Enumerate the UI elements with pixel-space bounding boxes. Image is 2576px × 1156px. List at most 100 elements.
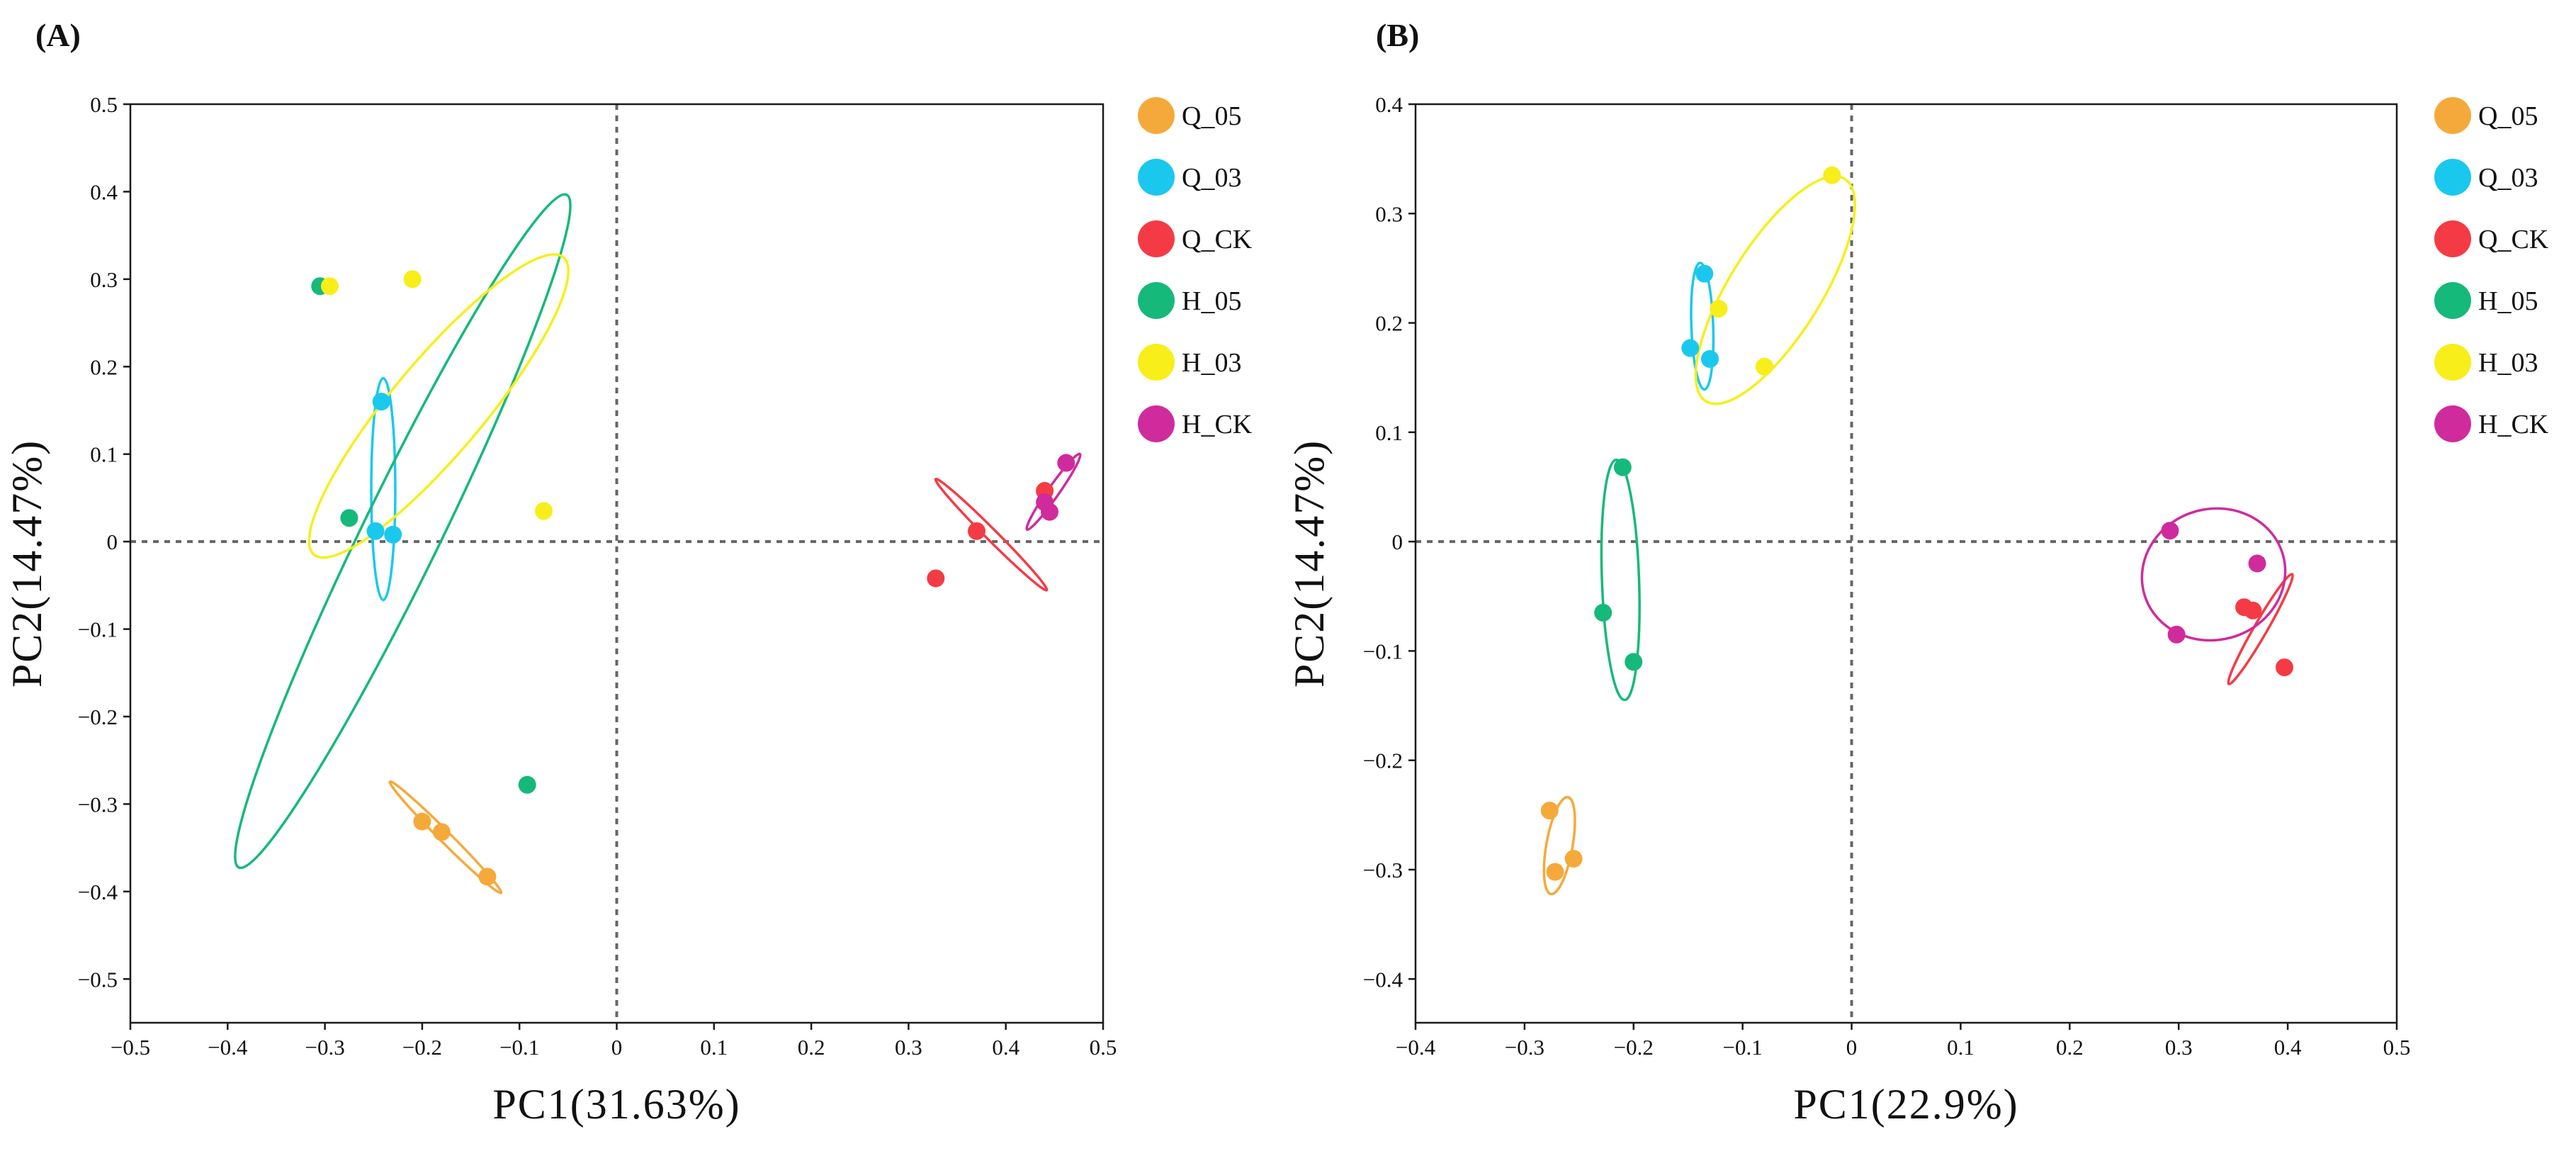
panel-a-legend-marker-h-03 <box>1138 344 1175 381</box>
panel-b-legend-label-q-05: Q_05 <box>2478 101 2538 131</box>
panel-a-ellipse-q-ck <box>934 477 1049 592</box>
panel-b-legend-label-q-ck: Q_CK <box>2478 225 2549 254</box>
panel-b-ellipse-h-03 <box>1694 175 1856 405</box>
panel-b-legend-marker-h-05 <box>2434 282 2471 319</box>
panel-b-x-axis-title: PC1(22.9%) <box>1793 1081 2018 1128</box>
panel-a-point-q-03 <box>366 522 385 540</box>
panel-a-point-q-05 <box>432 823 451 841</box>
panel-a-label: (A) <box>35 17 81 53</box>
panel-a-legend-label-q-ck: Q_CK <box>1182 225 1253 254</box>
panel-a-ellipse-h-03 <box>307 253 570 559</box>
panel-b-point-q-03 <box>1695 264 1714 283</box>
panel-a-legend-marker-q-05 <box>1138 97 1175 134</box>
panel-a-ellipse-q-03 <box>370 376 397 602</box>
panel-a-legend-marker-h-ck <box>1138 405 1175 442</box>
panel-b-x-tick-label: −0.1 <box>1723 1035 1763 1060</box>
panel-b-point-q-05 <box>1564 850 1583 868</box>
panel-a-point-q-05 <box>413 812 431 831</box>
panel-b-x-tick-label: −0.2 <box>1614 1035 1654 1060</box>
panel-a-x-axis-title: PC1(31.63%) <box>492 1081 740 1128</box>
panel-b-x-tick-label: −0.4 <box>1396 1035 1436 1060</box>
panel-b-x-tick-label: 0 <box>1846 1035 1858 1060</box>
panel-b-plot-frame <box>1414 103 2398 1024</box>
panel-b-y-tick-label: 0.3 <box>1375 201 1403 226</box>
panel-b-ellipse-q-03 <box>1690 262 1715 391</box>
panel-a-point-q-03 <box>372 393 390 411</box>
panel-b-y-tick-label: −0.3 <box>1363 858 1403 882</box>
panel-b-y-tick-label: 0 <box>1392 529 1403 554</box>
panel-b-x-tick-label: 0.1 <box>1947 1035 1975 1060</box>
panel-a-y-axis-title: PC2(14.47%) <box>4 439 50 688</box>
panel-a-point-h-ck <box>1040 503 1058 521</box>
panel-b-ellipse-h-05 <box>1600 458 1641 702</box>
panel-a-ellipse-h-05 <box>234 193 572 870</box>
panel-a-y-tick-label: −0.5 <box>78 967 118 992</box>
panel-a-point-q-ck <box>927 569 945 588</box>
panel-b-point-q-03 <box>1681 339 1700 357</box>
panel-b-y-axis-title: PC2(14.47%) <box>1286 439 1333 688</box>
panel-a-x-tick-label: 0.2 <box>798 1035 825 1060</box>
panel-a-y-tick-label: 0.5 <box>90 92 118 117</box>
panel-a-legend-label-h-ck: H_CK <box>1182 410 1253 439</box>
panel-a-y-tick-label: 0.1 <box>90 442 118 467</box>
panel-b-point-q-ck <box>2275 658 2293 677</box>
panel-a-point-q-05 <box>478 868 497 886</box>
panel-a-legend-marker-q-ck <box>1138 220 1175 257</box>
panel-b-y-tick-label: −0.4 <box>1363 967 1403 992</box>
panel-a-x-tick-label: 0.3 <box>895 1035 922 1060</box>
panel-a-y-tick-label: −0.1 <box>78 617 118 642</box>
panel-b-legend-marker-q-03 <box>2434 159 2471 196</box>
panel-a-x-tick-label: −0.1 <box>499 1035 539 1060</box>
panel-b-point-h-03 <box>1710 300 1728 318</box>
panel-a: (A) −0.5 −0.4 −0.3 −0.2 −0.1 0 0.1 0.2 0.3 0.4 0.5 −… <box>4 17 1253 1128</box>
panel-a-x-tick-label: −0.4 <box>208 1035 248 1060</box>
panel-b-x-tick-label: 0.3 <box>2165 1035 2193 1060</box>
panel-a-y-tick-label: 0.3 <box>90 267 118 292</box>
panel-b-point-h-05 <box>1594 603 1612 622</box>
panel-b-legend-marker-q-05 <box>2434 97 2471 134</box>
panel-b-point-q-ck <box>2244 601 2262 619</box>
panel-b-point-q-05 <box>1546 863 1564 881</box>
panel-a-legend-label-h-05: H_05 <box>1182 286 1241 316</box>
panel-a-legend-marker-h-05 <box>1138 282 1175 319</box>
panel-b-point-h-05 <box>1625 653 1643 671</box>
panel-b-legend-label-h-03: H_03 <box>2478 348 2538 378</box>
panel-b-legend-label-h-05: H_05 <box>2478 286 2538 316</box>
panel-b-label: (B) <box>1376 17 1419 53</box>
panel-a-x-tick-label: 0.4 <box>992 1035 1019 1060</box>
panel-a-y-tick-label: 0.2 <box>90 354 118 379</box>
panel-a-point-h-03 <box>535 502 553 520</box>
panel-b-point-h-ck <box>2248 554 2266 573</box>
panel-b-x-tick-label: 0.2 <box>2056 1035 2084 1060</box>
panel-b-y-tick-label: 0.1 <box>1375 420 1403 445</box>
panel-a-x-tick-label: 0.5 <box>1090 1035 1117 1060</box>
panel-b: (B) −0.4 −0.3 −0.2 −0.1 0 0.1 0.2 0.3 0.4 0.5 −0.4 −… <box>1286 17 2549 1128</box>
panel-a-point-h-03 <box>403 270 422 288</box>
panel-b-point-h-03 <box>1755 357 1773 376</box>
panel-b-point-h-03 <box>1823 166 1841 184</box>
panel-b-y-tick-label: −0.2 <box>1363 748 1403 773</box>
panel-a-x-tick-label: 0 <box>611 1035 623 1060</box>
panel-a-point-h-03 <box>320 277 339 296</box>
panel-a-point-q-ck <box>968 522 986 540</box>
panel-b-legend-marker-h-ck <box>2434 405 2471 442</box>
panel-a-x-tick-label: 0.1 <box>700 1035 728 1060</box>
panel-b-y-tick-label: −0.1 <box>1363 639 1403 663</box>
panel-a-legend-marker-q-03 <box>1138 159 1175 196</box>
panel-b-point-q-03 <box>1701 349 1719 368</box>
panel-b-x-tick-label: 0.5 <box>2383 1035 2411 1060</box>
panel-a-point-h-05 <box>340 509 358 527</box>
panel-a-legend-label-q-05: Q_05 <box>1182 101 1241 131</box>
panel-b-legend-label-q-03: Q_03 <box>2478 163 2538 193</box>
panel-b-y-tick-label: 0.4 <box>1375 92 1403 117</box>
panel-a-x-tick-label: −0.3 <box>305 1035 344 1060</box>
panel-b-legend-marker-h-03 <box>2434 344 2471 381</box>
panel-a-y-tick-label: −0.3 <box>78 792 118 817</box>
panel-b-y-tick-label: 0.2 <box>1375 311 1403 336</box>
panel-b-point-h-05 <box>1613 458 1632 476</box>
panel-a-legend-label-q-03: Q_03 <box>1182 163 1241 193</box>
panel-b-x-tick-label: 0.4 <box>2274 1035 2302 1060</box>
panel-a-x-tick-label: −0.2 <box>402 1035 442 1060</box>
panel-a-point-h-05 <box>518 775 536 794</box>
